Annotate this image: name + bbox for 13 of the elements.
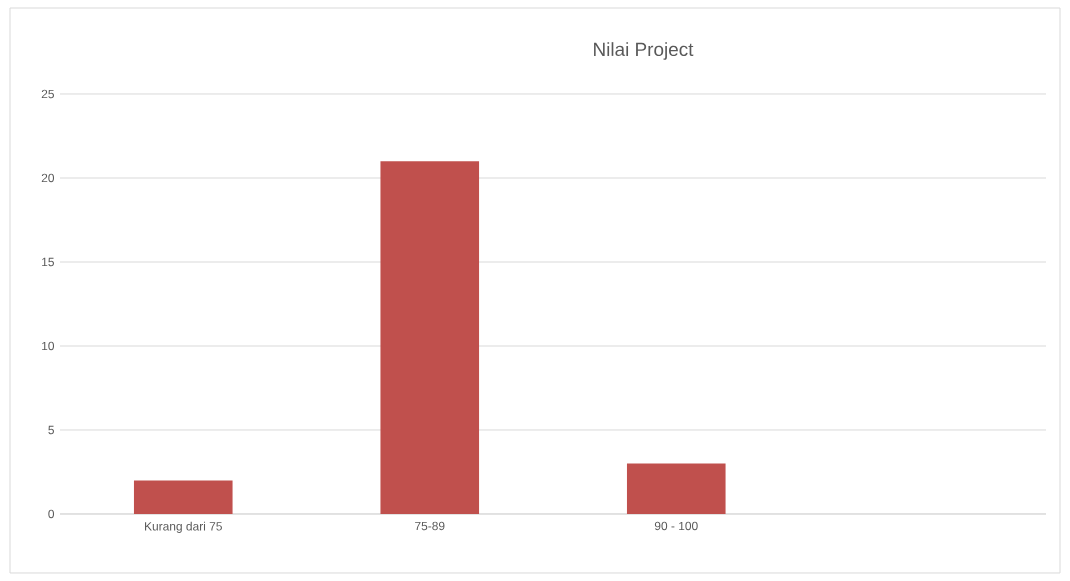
x-tick-label: 75-89	[415, 521, 445, 531]
x-tick-label: 90 - 100	[654, 521, 698, 531]
bar	[133, 480, 233, 514]
y-tick-label: 10	[42, 341, 55, 351]
bar	[380, 161, 480, 514]
y-tick-label: 20	[41, 173, 55, 183]
x-tick-label: Kurang dari 75	[145, 521, 222, 533]
y-tick-label: 25	[41, 89, 54, 99]
bar	[626, 463, 726, 514]
y-tick-label: 15	[42, 257, 54, 267]
chart-title: Nilai Project	[594, 42, 694, 60]
y-tick-label: 0	[48, 509, 55, 519]
y-tick-label: 5	[48, 425, 54, 435]
